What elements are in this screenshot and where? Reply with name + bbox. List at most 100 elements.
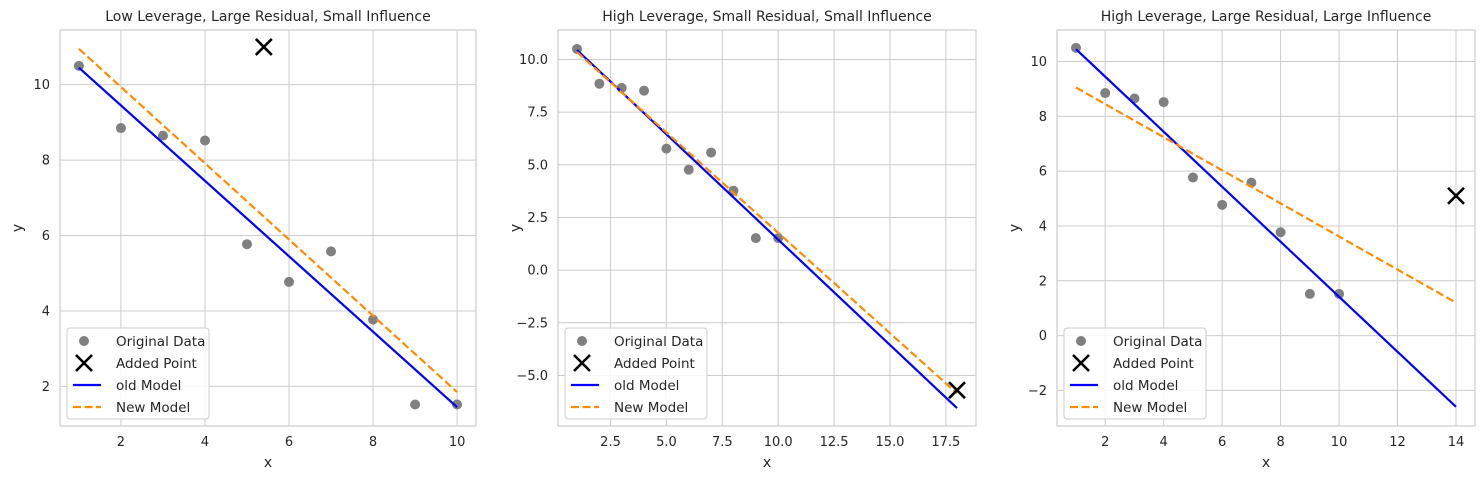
y-tick-label: 0 xyxy=(1039,329,1047,344)
chart-panel-2: 2.5 5.0 7.5 10.0 12.5 15.0 17.5 −5.0 −2.5 0.0 2.5 5… xyxy=(508,9,977,471)
legend-label: Original Data xyxy=(1113,334,1202,350)
data-point xyxy=(1275,227,1286,238)
chart-title: High Leverage, Large Residual, Large Inf… xyxy=(1101,9,1432,25)
x-tick-label: 12.5 xyxy=(820,435,849,450)
data-point xyxy=(73,60,84,71)
y-axis-label: y xyxy=(1007,224,1023,232)
added-point-marker-stroke-b xyxy=(948,381,966,400)
legend-handle-added xyxy=(75,354,93,372)
data-point xyxy=(115,123,126,134)
legend-handle-original xyxy=(79,336,89,346)
legend-label: Added Point xyxy=(614,356,695,372)
legend-label: Added Point xyxy=(116,356,197,372)
new-model-line xyxy=(1075,86,1457,304)
data-point xyxy=(368,314,379,325)
data-point xyxy=(1334,288,1345,299)
legend: Original Data Added Point old Model New Mod… xyxy=(564,327,708,420)
chart-panel-3: 2 4 6 8 10 12 14 −2 0 2 4 6 8 10 High Leverage, Large … xyxy=(1007,9,1476,471)
data-point xyxy=(728,185,739,196)
data-point xyxy=(706,147,717,158)
x-tick-label: 12 xyxy=(1389,435,1406,450)
added-point-marker xyxy=(1447,186,1465,205)
x-tick-label: 6 xyxy=(1218,435,1226,450)
data-point xyxy=(750,233,761,244)
legend-box xyxy=(1063,327,1207,420)
data-point xyxy=(284,276,295,287)
old-model-line xyxy=(1075,48,1457,408)
data-point xyxy=(1100,88,1111,99)
axes-frame xyxy=(557,29,977,427)
legend-handle-added-stroke-b xyxy=(75,354,93,372)
x-tick-label: 10 xyxy=(1331,435,1348,450)
data-point xyxy=(452,399,463,410)
data-point xyxy=(594,78,605,89)
plot-contents xyxy=(572,43,958,409)
legend-handle-added xyxy=(1072,354,1090,372)
legend-handle-added xyxy=(573,354,591,372)
legend-label: old Model xyxy=(116,378,181,394)
added-point-marker-stroke-b xyxy=(254,38,273,56)
data-point xyxy=(683,164,694,175)
x-tick-label: 4 xyxy=(1160,435,1168,450)
y-tick-label: −2.5 xyxy=(516,316,548,331)
axes-frame xyxy=(1056,29,1476,427)
x-tick-label: 10.0 xyxy=(764,435,793,450)
data-point xyxy=(157,130,168,141)
data-point xyxy=(1217,199,1228,210)
y-tick-label: −5.0 xyxy=(516,369,548,384)
x-tick-label: 7.5 xyxy=(712,435,733,450)
legend-label: old Model xyxy=(614,378,679,394)
legend-label: Original Data xyxy=(116,334,205,350)
chart-panel-1: 2 4 6 8 10 2 4 6 8 10 Low Leverage, Large Residual… xyxy=(10,9,477,471)
y-tick-label: 10 xyxy=(1030,55,1047,70)
legend-handle-added-stroke-b xyxy=(573,354,591,372)
legend-label: New Model xyxy=(614,400,688,416)
data-point xyxy=(241,239,252,250)
y-tick-label: 2 xyxy=(42,380,50,395)
chart-title: High Leverage, Small Residual, Small Inf… xyxy=(602,9,932,25)
data-point xyxy=(661,143,672,154)
x-tick-label: 2 xyxy=(1101,435,1109,450)
x-tick-label: 15.0 xyxy=(875,435,904,450)
x-tick-label: 8 xyxy=(369,435,377,450)
x-tick-label: 4 xyxy=(201,435,209,450)
legend-label: New Model xyxy=(116,400,190,416)
legend: Original Data Added Point old Model New Mod… xyxy=(1063,327,1207,420)
y-tick-label: −2 xyxy=(1028,384,1047,399)
x-tick-label: 5.0 xyxy=(656,435,677,450)
x-tick-label: 2 xyxy=(117,435,125,450)
y-tick-label: 6 xyxy=(1039,165,1047,180)
old-model-line xyxy=(78,66,458,408)
y-tick-label: 10 xyxy=(33,78,50,93)
y-tick-label: 2.5 xyxy=(527,211,548,226)
legend-handle-original xyxy=(577,336,587,346)
added-point-marker xyxy=(948,381,966,400)
chart-title: Low Leverage, Large Residual, Small Infl… xyxy=(105,9,431,25)
y-tick-label: 4 xyxy=(1039,219,1047,234)
axes-frame xyxy=(59,29,477,427)
legend-box xyxy=(564,327,708,420)
y-tick-label: 7.5 xyxy=(527,106,548,121)
data-point xyxy=(639,85,650,96)
x-tick-label: 17.5 xyxy=(931,435,960,450)
legend-handle-added-stroke-b xyxy=(1072,354,1090,372)
legend-label: Original Data xyxy=(614,334,703,350)
y-tick-label: 8 xyxy=(1039,110,1047,125)
data-point xyxy=(199,135,210,146)
x-tick-label: 10 xyxy=(449,435,466,450)
x-tick-label: 8 xyxy=(1276,435,1284,450)
legend-box xyxy=(66,327,210,420)
plot-contents xyxy=(73,48,463,410)
legend: Original Data Added Point old Model New Mod… xyxy=(66,327,210,420)
new-model-line xyxy=(78,48,458,393)
x-axis-label: x xyxy=(264,455,272,471)
y-tick-label: 8 xyxy=(42,154,50,169)
y-tick-label: 5.0 xyxy=(527,158,548,173)
plot-contents xyxy=(1071,42,1457,408)
added-point-marker xyxy=(254,38,273,56)
new-model-line xyxy=(576,51,958,395)
data-point xyxy=(1158,97,1169,108)
legend-label: New Model xyxy=(1113,400,1187,416)
x-axis-label: x xyxy=(1262,455,1270,471)
